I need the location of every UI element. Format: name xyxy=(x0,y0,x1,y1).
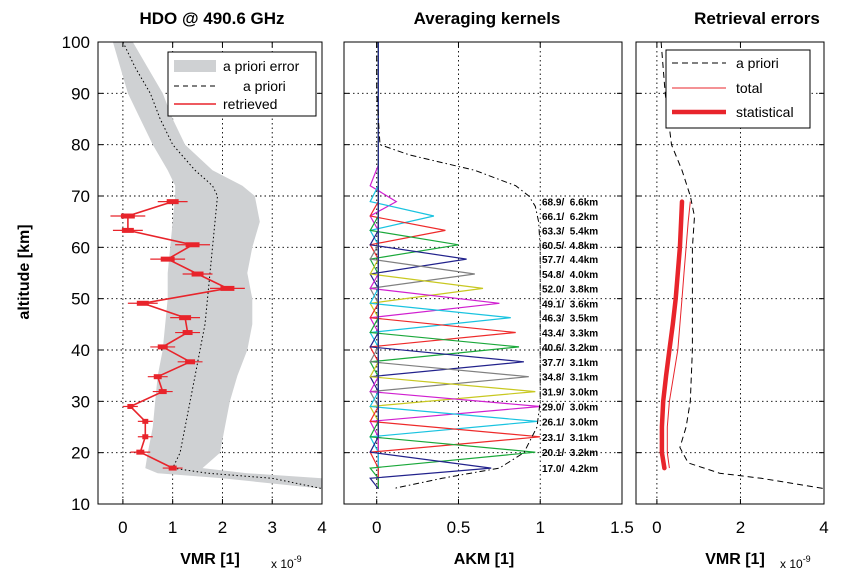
axes-frame xyxy=(635,41,825,505)
kernel-label: 37.7/ 3.1km xyxy=(542,358,598,369)
statistical-error-line xyxy=(659,199,685,471)
legend-label: retrieved xyxy=(223,96,277,112)
y-tick-label: 60 xyxy=(71,238,90,257)
kernel-label: 46.3/ 3.5km xyxy=(542,314,598,325)
legend-swatch-error xyxy=(174,60,216,72)
plot-area xyxy=(98,42,322,504)
averaging-kernel-line xyxy=(369,42,538,489)
kernel-label: 34.8/ 3.1km xyxy=(542,373,598,384)
legend-label: a priori error xyxy=(223,58,300,74)
y-tick-label: 50 xyxy=(71,290,90,309)
legend-label: statistical xyxy=(736,104,794,120)
averaging-kernel-line xyxy=(369,42,536,489)
y-tick-label: 100 xyxy=(62,33,90,52)
x-tick-label: 0 xyxy=(372,518,381,537)
plot-area xyxy=(344,42,622,504)
averaging-kernel-line xyxy=(369,42,529,489)
averaging-kernel-line xyxy=(369,42,500,489)
measurement-response-line xyxy=(376,42,541,490)
averaging-kernel-line xyxy=(369,42,446,489)
averaging-kernel-line xyxy=(369,42,541,489)
kernel-label: 49.1/ 3.6km xyxy=(542,299,598,310)
averaging-kernel-line xyxy=(369,42,475,489)
kernel-label: 23.1/ 3.1km xyxy=(542,433,598,444)
kernel-label: 57.7/ 4.4km xyxy=(542,255,598,266)
panel-hdo: 10 20 30 40 50 60 70 80 90 100 0 1 2 3 4 a priori error… xyxy=(62,33,327,537)
panel1-xlabel: VMR [1] xyxy=(180,551,240,568)
y-axis-label: altitude [km] xyxy=(16,224,33,319)
panel1-xscale: x 10-9 xyxy=(271,554,302,571)
legend-label: a priori xyxy=(736,55,779,71)
x-tick-label: 2 xyxy=(736,518,745,537)
axes-frame xyxy=(97,41,323,505)
legend-label: a priori xyxy=(243,78,286,94)
retrieved-series xyxy=(110,199,245,471)
x-tick-label: 1 xyxy=(536,518,545,537)
apriori-line xyxy=(122,42,322,490)
total-error-line xyxy=(666,201,691,469)
averaging-kernel-line xyxy=(369,42,520,489)
averaging-kernel-line xyxy=(369,42,492,489)
kernel-label: 66.1/ 6.2km xyxy=(542,212,598,223)
panel-retrieval-errors: 0 2 4 a priori total statistical xyxy=(635,41,829,537)
x-tick-label: 2 xyxy=(218,518,227,537)
y-tick-label: 30 xyxy=(71,392,90,411)
kernel-label: 52.0/ 3.8km xyxy=(542,284,598,295)
kernel-label: 43.4/ 3.3km xyxy=(542,329,598,340)
y-tick-label: 70 xyxy=(71,187,90,206)
kernel-label: 31.9/ 3.0km xyxy=(542,388,598,399)
x-tick-label: 0.5 xyxy=(447,518,471,537)
panel2-xlabel: AKM [1] xyxy=(454,551,514,568)
x-tick-label: 1.5 xyxy=(610,518,634,537)
legend-label: total xyxy=(736,80,762,96)
kernel-label: 60.5/ 4.8km xyxy=(542,241,598,252)
legend-box xyxy=(665,49,811,129)
panel3-title: Retrieval errors xyxy=(694,9,820,28)
kernel-label: 40.6/ 3.2km xyxy=(542,343,598,354)
kernel-label: 26.1/ 3.0km xyxy=(542,417,598,428)
kernel-label: 20.1/ 3.2km xyxy=(542,448,598,459)
apriori-error-line xyxy=(660,42,824,490)
averaging-kernel-line xyxy=(369,42,541,489)
averaging-kernel-line xyxy=(369,42,511,489)
x-tick-label: 0 xyxy=(652,518,661,537)
kernel-label: 29.0/ 3.0km xyxy=(542,402,598,413)
panel3-xscale: x 10-9 xyxy=(780,554,811,571)
x-tick-label: 0 xyxy=(118,518,127,537)
y-tick-label: 10 xyxy=(71,495,90,514)
axes-frame xyxy=(343,41,623,505)
kernel-label: 54.8/ 4.0km xyxy=(542,270,598,281)
kernel-label: 17.0/ 4.2km xyxy=(542,464,598,475)
averaging-kernel-line xyxy=(369,42,524,489)
kernel-label: 68.9/ 6.6km xyxy=(542,198,598,209)
x-tick-label: 4 xyxy=(819,518,828,537)
panel1-title: HDO @ 490.6 GHz xyxy=(139,9,284,28)
panel2-title: Averaging kernels xyxy=(414,9,561,28)
panel-averaging-kernels: 0 0.5 1 1.5 68.9/ 6.6km 66.1/ 6.2km 63.3/ 5.4k… xyxy=(343,41,634,537)
x-tick-label: 3 xyxy=(267,518,276,537)
x-tick-label: 4 xyxy=(317,518,326,537)
x-tick-label: 1 xyxy=(168,518,177,537)
kernel-label: 63.3/ 5.4km xyxy=(542,226,598,237)
y-tick-label: 20 xyxy=(71,444,90,463)
averaging-kernel-line xyxy=(369,42,467,489)
panel3-xlabel: VMR [1] xyxy=(705,551,765,568)
y-tick-label: 90 xyxy=(71,84,90,103)
averaging-kernel-line xyxy=(369,42,536,489)
y-tick-label: 40 xyxy=(71,341,90,360)
y-tick-label: 80 xyxy=(71,136,90,155)
averaging-kernel-line xyxy=(369,42,516,489)
